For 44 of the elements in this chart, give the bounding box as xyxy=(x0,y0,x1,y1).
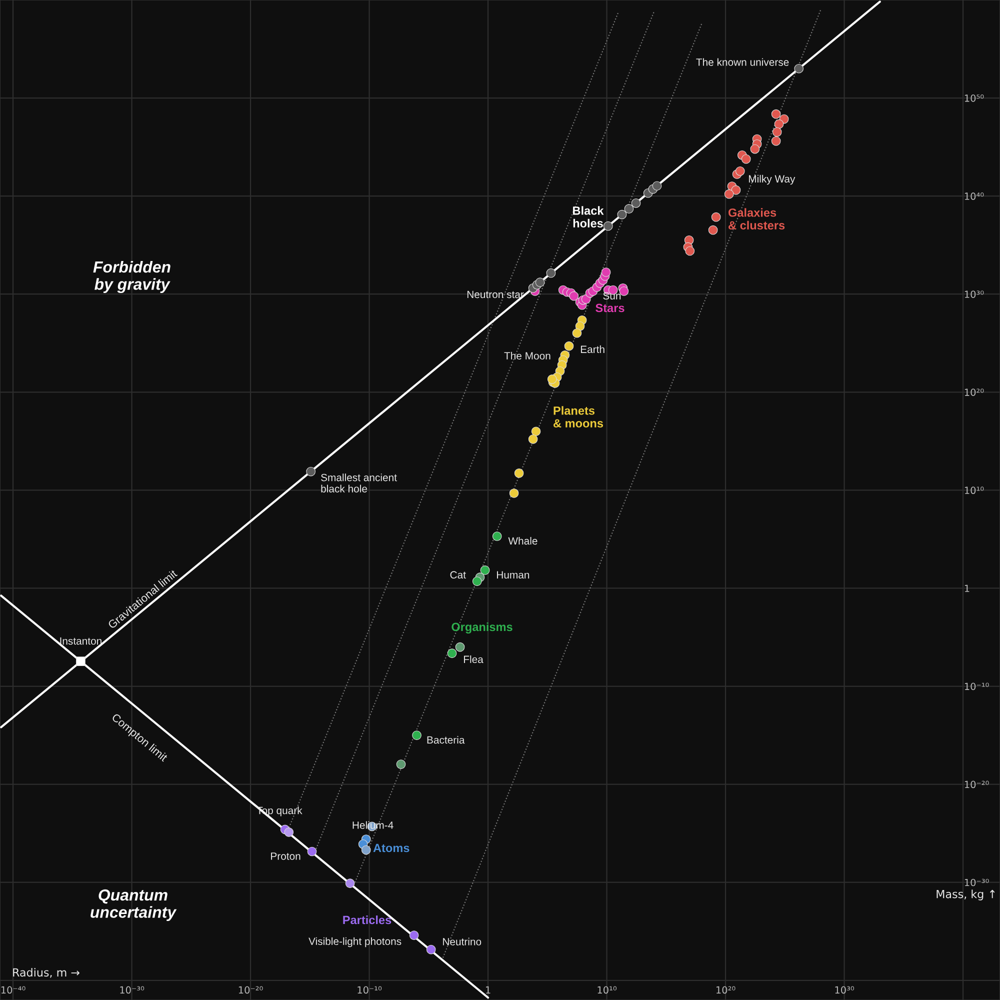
series-label: Organisms xyxy=(452,622,512,634)
y-tick-label: 10²⁰ xyxy=(964,388,984,396)
x-tick-label: 10¹⁰ xyxy=(598,986,617,994)
y-tick-label: 1 xyxy=(964,584,970,592)
x-tick-label: 10⁻³⁰ xyxy=(120,986,144,994)
annotation: Cat xyxy=(450,571,466,579)
annotation: Whale xyxy=(508,536,538,545)
y-tick-label: 10⁻¹⁰ xyxy=(964,682,989,690)
x-tick-label: 10²⁰ xyxy=(716,986,736,994)
x-tick-label: 10³⁰ xyxy=(835,986,854,994)
y-tick-label: 10⁵⁰ xyxy=(964,94,984,102)
series-label: Black holes xyxy=(573,206,604,228)
y-tick-label: 10⁻²⁰ xyxy=(964,780,989,788)
annotation: Instanton xyxy=(60,637,102,645)
annotation: Smallest ancient black hole xyxy=(321,474,397,492)
annotation: Neutron star xyxy=(467,290,524,298)
series-label: Atoms xyxy=(373,844,410,852)
annotation: Sun xyxy=(603,292,621,300)
series-label: Galaxies & clusters xyxy=(728,208,785,230)
series-label: Particles xyxy=(343,915,392,924)
y-tick-label: 10⁴⁰ xyxy=(964,192,984,200)
y-tick-label: 10⁻³⁰ xyxy=(964,878,989,886)
y-tick-label: 10¹⁰ xyxy=(964,486,984,494)
y-tick-label: 10³⁰ xyxy=(964,290,984,298)
annotation: Milky Way xyxy=(748,174,796,185)
annotation: Flea xyxy=(464,655,484,664)
annotation: Proton xyxy=(271,852,300,860)
annotation: Visible-light photons xyxy=(308,937,402,948)
annotation: Neutrino xyxy=(443,938,482,946)
y-axis-title: Mass, kg ↑ xyxy=(936,890,995,900)
series-label: Planets & moons xyxy=(554,406,604,428)
annotation: Quantum uncertainty xyxy=(90,889,177,922)
annotation: The Moon xyxy=(504,352,550,360)
annotation: The known universe xyxy=(696,58,789,66)
annotation: Forbidden by gravity xyxy=(93,260,170,294)
x-axis-title: Radius, m → xyxy=(13,968,80,978)
x-tick-label: 1 xyxy=(486,986,490,994)
annotation: Earth xyxy=(580,345,604,354)
annotation: Bacteria xyxy=(427,736,465,744)
x-tick-label: 10⁻²⁰ xyxy=(238,986,263,994)
x-tick-label: 10⁻¹⁰ xyxy=(358,986,382,994)
x-tick-label: 10⁻⁴⁰ xyxy=(1,986,26,994)
annotation: Human xyxy=(497,571,530,579)
series-label: Stars xyxy=(596,304,624,312)
